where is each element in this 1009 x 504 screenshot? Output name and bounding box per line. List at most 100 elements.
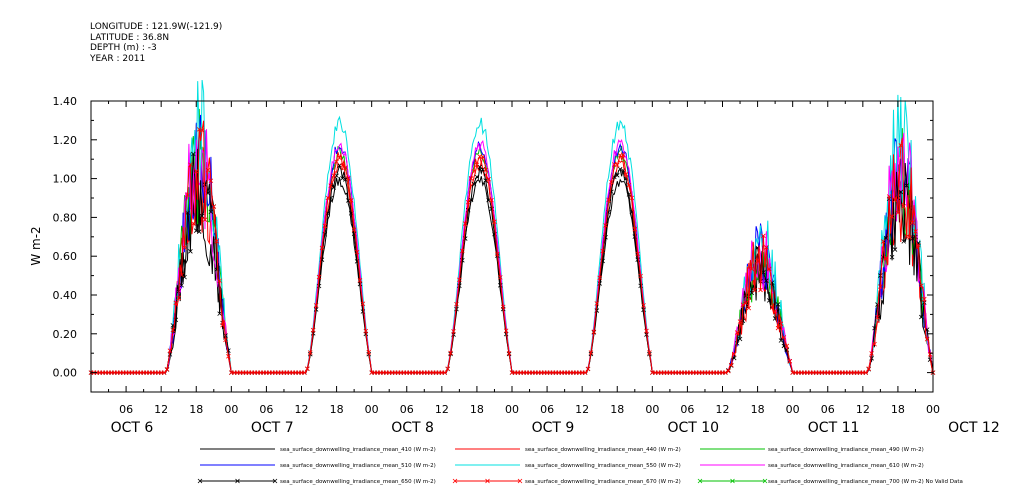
series-marker [465,199,471,205]
series-marker [866,366,871,371]
series-marker [191,221,196,226]
series-marker [740,302,746,308]
series-marker [898,143,904,148]
series-marker [761,233,766,239]
series-marker [726,368,731,374]
series-marker [921,296,927,302]
series-marker [164,367,170,372]
day-label: OCT 11 [808,420,860,436]
series-marker [597,281,602,286]
series-marker [331,185,336,190]
x-tick-label: 06 [540,403,554,416]
series-marker [191,151,196,157]
series-marker [883,255,889,261]
series-marker [483,167,488,173]
series-marker [623,171,629,177]
legend-marker [730,478,735,484]
legend-label: sea_surface_downwelling_irradiance_mean_… [768,463,924,469]
series-marker [752,288,757,293]
y-axis: 0.00 0.20 0.40 0.60 0.80 1.00 1.20 1.40 [53,95,933,393]
series-marker [731,351,737,357]
series-marker [609,179,614,185]
series-layer [88,79,936,375]
series-marker [869,351,874,356]
day-label: OCT 9 [532,420,575,436]
series-marker [603,223,608,228]
series-marker [313,303,319,308]
series-marker [635,251,640,257]
x-tick-label: 18 [610,403,624,416]
series-line [91,79,934,374]
series-marker [340,163,345,168]
series-marker [614,173,620,178]
series-marker [764,278,769,283]
series-marker [591,329,597,335]
series-marker [585,366,591,372]
series-marker [193,228,199,234]
series-marker [310,327,316,333]
series-marker [746,305,752,311]
series-marker [199,127,205,133]
series-marker [340,176,345,181]
series-marker [878,273,883,278]
legend-marker [517,478,523,484]
legend-marker [197,478,203,484]
series-marker [188,162,193,168]
series-marker [775,325,781,331]
series-marker [901,204,907,209]
series-marker [471,181,477,187]
series-marker [202,217,208,222]
series-marker [173,300,179,306]
series-marker [182,274,187,280]
y-tick-label: 0.20 [53,328,78,341]
series-marker [723,370,728,375]
series-marker [889,214,895,219]
legend-label: sea_surface_downwelling_irradiance_mean_… [525,463,681,469]
series-marker [919,314,924,320]
series-marker [641,307,646,313]
series-marker [226,354,231,359]
series-marker [363,328,369,334]
series-marker [460,248,465,254]
series-marker [503,328,509,334]
latitude-text: LATITUDE : 36.8N [90,32,170,43]
series-marker [468,197,474,203]
x-tick-label: 18 [751,403,765,416]
legend-label: sea_surface_downwelling_irradiance_mean_… [525,447,681,453]
x-tick-label: 06 [119,403,133,416]
depth-text: DEPTH (m) : -3 [90,43,157,53]
x-tick-label: 06 [821,403,835,416]
legend-label: sea_surface_downwelling_irradiance_mean_… [768,447,924,453]
series-marker [901,239,907,244]
day-label: OCT 12 [948,420,1000,436]
series-marker [881,239,886,244]
series-marker [919,283,924,289]
series-marker [743,300,749,306]
series-marker [764,245,769,250]
series-marker [354,249,360,255]
x-tick-label: 06 [680,403,694,416]
series-marker [872,341,877,347]
series-marker [620,168,626,173]
series-line [91,114,934,374]
series-marker [904,183,909,188]
y-tick-label: 0.80 [53,211,78,224]
series-marker [199,213,205,219]
x-tick-label: 00 [926,403,940,416]
series-marker [302,370,307,375]
series-marker [863,370,869,375]
series-marker [220,322,225,328]
series-marker [445,366,450,372]
series-marker [886,194,892,199]
series-marker [910,236,915,241]
legend-marker [272,478,278,484]
series-marker [366,350,372,355]
x-tick-label: 12 [154,403,168,416]
series-marker [348,198,354,203]
series-marker [176,295,181,301]
x-tick-label: 12 [575,403,589,416]
series-marker [647,350,652,355]
series-marker [875,302,880,307]
series-marker [179,272,184,278]
series-marker [614,162,620,168]
